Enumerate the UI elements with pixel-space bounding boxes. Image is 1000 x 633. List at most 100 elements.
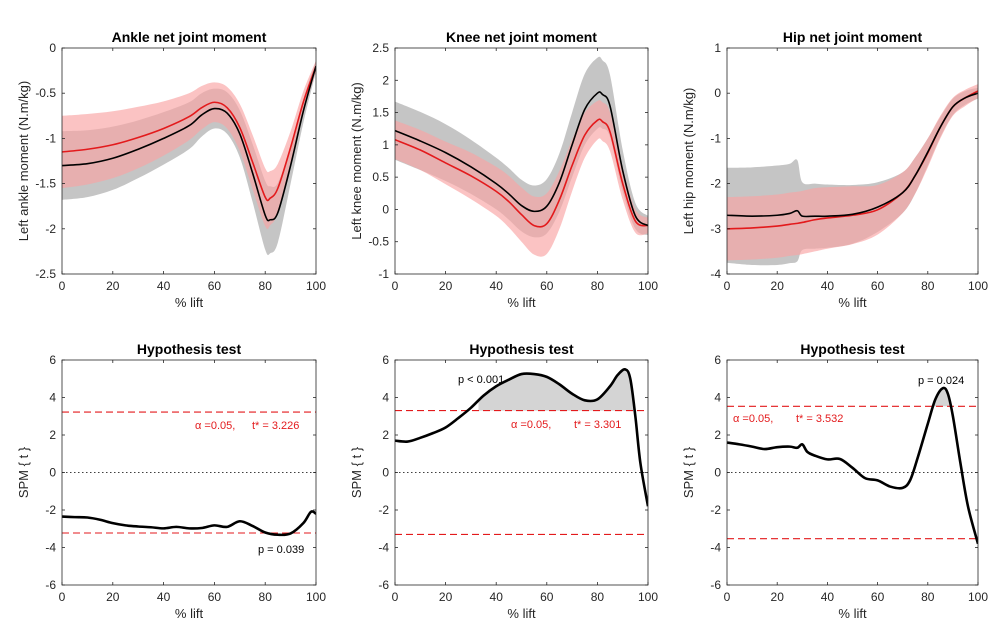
- x-tick-label: 80: [259, 279, 273, 293]
- x-tick-label: 40: [157, 279, 171, 293]
- y-tick-label: 0: [382, 202, 389, 216]
- y-tick-label: 2: [49, 428, 56, 442]
- y-tick-label: 0: [714, 466, 721, 480]
- x-tick-label: 100: [968, 279, 988, 293]
- x-axis-label: % lift: [175, 295, 204, 310]
- y-tick-label: -0.5: [35, 86, 56, 100]
- x-tick-label: 80: [591, 590, 605, 604]
- y-tick-label: 2: [382, 73, 389, 87]
- critical-threshold-annotation: t* = 3.301: [574, 419, 621, 431]
- x-tick-label: 60: [871, 279, 885, 293]
- spm-t-line: [395, 368, 648, 507]
- panel-title: Knee net joint moment: [446, 29, 597, 45]
- alpha-annotation: α =0.05,: [195, 420, 235, 432]
- y-tick-label: 0: [714, 86, 721, 100]
- x-axis-label: % lift: [507, 295, 536, 310]
- panel-knee-moment: 0 20 40 60 80 100 -1 -0.5 0 0.5 1 1.5 2 2.5 Knee net j…: [349, 29, 658, 310]
- y-tick-label: -1: [710, 131, 721, 145]
- y-tick-label: -3: [710, 222, 721, 236]
- x-axis-label: % lift: [507, 606, 536, 621]
- axes-box: [726, 47, 979, 275]
- y-tick-label: -6: [710, 578, 721, 592]
- y-tick-label: -4: [378, 541, 389, 555]
- x-tick-label: 0: [724, 279, 731, 293]
- x-tick-label: 0: [392, 279, 399, 293]
- y-tick-label: -0.5: [368, 235, 389, 249]
- plot-area: [395, 368, 648, 535]
- p-value-annotation: p = 0.039: [258, 544, 304, 556]
- y-tick-label: 6: [714, 353, 721, 367]
- y-tick-label: 6: [49, 353, 56, 367]
- critical-threshold-annotation: t* = 3.226: [252, 420, 299, 432]
- y-axis-label: Left ankle moment (N.m/kg): [16, 81, 31, 241]
- x-tick-label: 40: [490, 590, 504, 604]
- alpha-annotation: α =0.05,: [733, 413, 773, 425]
- x-tick-label: 40: [821, 279, 835, 293]
- x-tick-label: 40: [490, 279, 504, 293]
- panel-title: Hip net joint moment: [783, 29, 923, 45]
- x-tick-label: 100: [638, 590, 658, 604]
- supra-threshold-cluster: [932, 388, 956, 407]
- panel-title: Hypothesis test: [469, 341, 574, 357]
- x-tick-label: 80: [259, 590, 273, 604]
- x-tick-label: 60: [871, 590, 885, 604]
- y-tick-label: 0: [49, 466, 56, 480]
- x-tick-label: 60: [208, 279, 222, 293]
- x-tick-label: 0: [59, 279, 66, 293]
- x-tick-label: 20: [771, 279, 785, 293]
- y-tick-label: -2: [45, 503, 56, 517]
- axes-box: [61, 47, 317, 275]
- red-mean-sd-band: [727, 84, 978, 261]
- x-tick-label: 0: [59, 590, 66, 604]
- x-tick-label: 0: [392, 590, 399, 604]
- plot-area: [62, 60, 316, 256]
- red-mean-sd-band: [395, 100, 648, 257]
- x-tick-label: 20: [106, 590, 120, 604]
- y-tick-label: -2: [45, 222, 56, 236]
- x-tick-label: 40: [157, 590, 171, 604]
- x-tick-label: 0: [724, 590, 731, 604]
- y-tick-label: -1: [378, 267, 389, 281]
- x-tick-label: 80: [921, 279, 935, 293]
- plot-area: [727, 84, 978, 266]
- x-tick-label: 20: [439, 590, 453, 604]
- x-tick-label: 80: [921, 590, 935, 604]
- p-value-annotation: p = 0.024: [918, 375, 964, 387]
- panel-ankle-spm: 0 20 40 60 80 100 -6 -4 -2 0 2 4 6 Hypothesis test % l…: [16, 341, 326, 621]
- x-tick-label: 100: [968, 590, 988, 604]
- axes-box: [394, 47, 649, 275]
- x-tick-label: 60: [208, 590, 222, 604]
- x-axis-label: % lift: [838, 295, 867, 310]
- y-axis-label: Left knee moment (N.m/kg): [349, 82, 364, 240]
- y-axis-label: Left hip moment (N.m/kg): [681, 88, 696, 235]
- x-axis-label: % lift: [175, 606, 204, 621]
- red-mean-line: [62, 65, 316, 202]
- y-axis-label: SPM { t }: [349, 446, 364, 498]
- spm-t-line: [727, 386, 978, 545]
- alpha-annotation: α =0.05,: [511, 419, 551, 431]
- panel-ankle-moment: 0 20 40 60 80 100 -2.5 -2 -1.5 -1 -0.5 0 Ankle net j…: [16, 29, 326, 310]
- red-mean-line: [395, 118, 648, 228]
- y-tick-label: -1: [45, 131, 56, 145]
- y-tick-label: 0: [49, 41, 56, 55]
- y-tick-label: 0.5: [372, 170, 389, 184]
- x-tick-label: 20: [439, 279, 453, 293]
- y-tick-label: -4: [710, 267, 721, 281]
- x-tick-label: 100: [638, 279, 658, 293]
- black-mean-line: [395, 91, 648, 227]
- y-tick-label: -2: [378, 503, 389, 517]
- y-tick-label: 1: [382, 138, 389, 152]
- y-tick-label: 4: [382, 391, 389, 405]
- y-tick-label: 0: [382, 466, 389, 480]
- y-tick-label: -2: [710, 503, 721, 517]
- y-tick-label: -2.5: [35, 267, 56, 281]
- panel-hip-moment: 0 20 40 60 80 100 -4 -3 -2 -1 0 1 Hip net joint mome…: [681, 29, 988, 310]
- y-tick-label: 2.5: [372, 41, 389, 55]
- black-mean-line: [62, 65, 316, 222]
- x-tick-label: 20: [771, 590, 785, 604]
- plot-area: [62, 411, 316, 537]
- y-tick-label: -4: [45, 541, 56, 555]
- plot-area: [727, 386, 978, 545]
- y-tick-label: -6: [45, 578, 56, 592]
